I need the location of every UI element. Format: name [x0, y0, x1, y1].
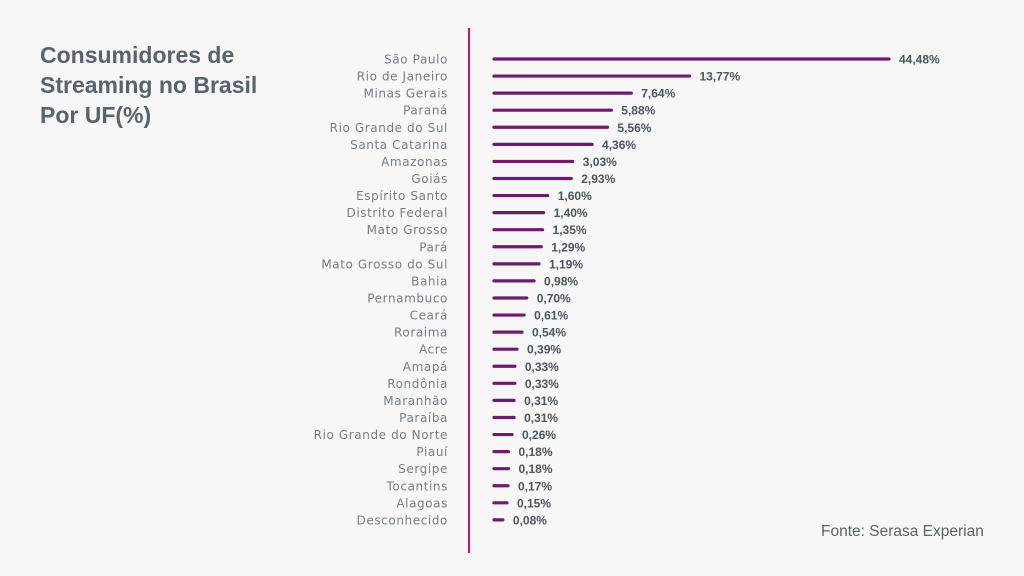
category-label: Mato Grosso	[367, 223, 448, 237]
data-label: 0,33%	[525, 360, 559, 374]
data-label: 0,18%	[518, 445, 552, 459]
category-label: Paraíba	[399, 411, 448, 425]
category-label: Distrito Federal	[346, 206, 448, 220]
category-label: Minas Gerais	[364, 87, 448, 101]
data-label: 0,26%	[522, 428, 556, 442]
category-label: Pará	[419, 240, 448, 254]
data-label: 5,56%	[617, 121, 651, 135]
category-label: Paraná	[403, 104, 448, 118]
data-label: 13,77%	[699, 70, 740, 84]
category-label: Espírito Santo	[356, 189, 448, 203]
category-label: Tocantins	[386, 479, 449, 493]
category-label: Amazonas	[381, 155, 448, 169]
title-line: Consumidores de	[40, 42, 235, 68]
data-label: 0,31%	[524, 411, 558, 425]
data-label: 7,64%	[641, 87, 675, 101]
data-label: 3,03%	[583, 155, 617, 169]
data-label: 0,54%	[532, 326, 566, 340]
data-label: 0,70%	[537, 291, 571, 305]
data-label: 0,17%	[518, 479, 552, 493]
data-label: 5,88%	[621, 104, 655, 118]
data-label: 1,19%	[549, 257, 583, 271]
data-label: 1,35%	[553, 223, 587, 237]
category-label: Rio Grande do Sul	[330, 121, 448, 135]
data-label: 0,39%	[527, 343, 561, 357]
category-label: Rondônia	[387, 377, 448, 391]
data-label: 1,60%	[558, 189, 592, 203]
category-label: Amapá	[403, 360, 448, 374]
title-line: Streaming no Brasil	[40, 72, 258, 98]
category-label: Ceará	[410, 309, 448, 323]
category-label: Piauí	[416, 445, 448, 459]
data-label: 0,31%	[524, 394, 558, 408]
category-label: Alagoas	[396, 496, 448, 510]
title-line: Por UF(%)	[40, 102, 152, 128]
source-note: Fonte: Serasa Experian	[821, 523, 984, 540]
category-label: Acre	[419, 343, 448, 357]
category-label: Goiás	[411, 172, 448, 186]
category-label: Pernambuco	[367, 291, 448, 305]
category-label: Desconhecido	[357, 513, 449, 527]
data-label: 44,48%	[899, 53, 940, 67]
data-label: 0,61%	[534, 309, 568, 323]
data-label: 1,40%	[554, 206, 588, 220]
data-label: 0,98%	[544, 274, 578, 288]
category-label: Maranhão	[383, 394, 448, 408]
category-label: Sergipe	[398, 462, 448, 476]
data-label: 0,08%	[513, 513, 547, 527]
data-label: 2,93%	[581, 172, 615, 186]
category-label: Santa Catarina	[350, 138, 448, 152]
data-label: 0,33%	[525, 377, 559, 391]
category-label: Rio Grande do Norte	[314, 428, 448, 442]
data-label: 0,15%	[517, 496, 551, 510]
chart-title: Consumidores de Streaming no Brasil Por …	[40, 40, 300, 130]
data-label: 1,29%	[551, 240, 585, 254]
category-label: Roraima	[394, 326, 448, 340]
data-label: 4,36%	[602, 138, 636, 152]
category-label: São Paulo	[384, 53, 448, 67]
category-label: Bahia	[411, 274, 448, 288]
category-label: Rio de Janeiro	[357, 70, 448, 84]
category-label: Mato Grosso do Sul	[321, 257, 448, 271]
data-label: 0,18%	[518, 462, 552, 476]
